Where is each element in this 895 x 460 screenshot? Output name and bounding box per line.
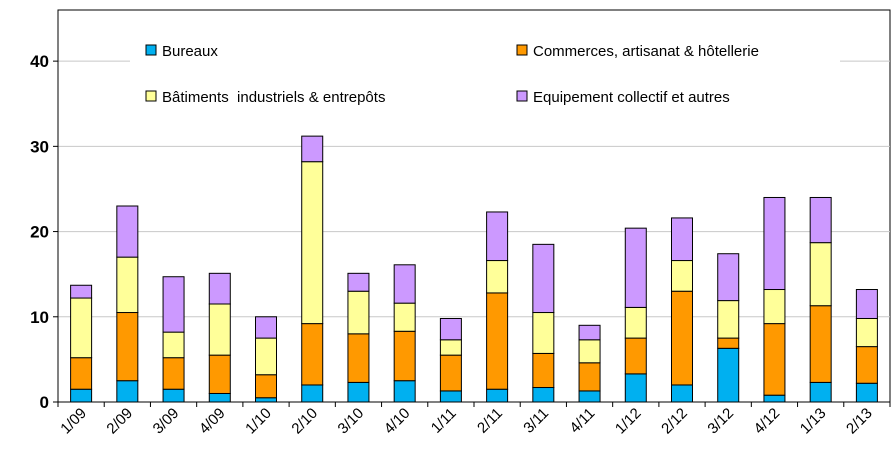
bar-segment-2-10-series-2 [301, 161, 324, 325]
bar-segment-4-12-series-0 [763, 394, 786, 403]
legend-item-bureaux: Bureaux [145, 43, 218, 60]
legend-background [130, 30, 840, 120]
bars [70, 135, 878, 403]
bar-segment-3-09-series-0 [162, 388, 185, 403]
bar-segment-1-12-series-3 [624, 227, 647, 308]
bar-segment-3-11-series-0 [532, 387, 555, 403]
bar-segment-2-10-series-3 [301, 135, 324, 163]
bar-segment-1-10-series-1 [255, 374, 277, 399]
bar-segment-2-12-series-0 [671, 384, 693, 403]
y-tick-label: 10 [30, 308, 49, 327]
bar-segment-2-12-series-2 [671, 260, 693, 292]
bar-segment-4-09-series-0 [208, 392, 231, 403]
legend-label-commerces: Commerces, artisanat & hôtellerie [533, 43, 759, 60]
bar-segment-1-13-series-0 [809, 381, 832, 403]
bar-segment-1-09-series-1 [70, 357, 93, 390]
y-tick-label: 40 [30, 52, 49, 71]
bar-segment-3-11-series-1 [532, 352, 555, 389]
bar-segment-2-11-series-1 [486, 292, 509, 390]
bar-segment-4-12-series-2 [763, 289, 786, 325]
bar-segment-2-11-series-3 [486, 211, 509, 262]
bar-segment-1-10-series-3 [255, 316, 277, 339]
bar-segment-2-10-series-1 [301, 323, 324, 386]
legend-item-batiments: Bâtiments industriels & entrepôts [145, 89, 385, 106]
bar-segment-1-12-series-1 [624, 337, 647, 375]
legend-label-batiments: Bâtiments industriels & entrepôts [162, 89, 385, 106]
bar-segment-2-13-series-0 [855, 382, 878, 403]
bar-segment-3-11-series-3 [532, 243, 555, 314]
legend-label-bureaux: Bureaux [162, 43, 218, 60]
bar-segment-3-10-series-0 [347, 381, 370, 403]
bar-segment-2-09-series-3 [116, 205, 139, 258]
bar-segment-4-11-series-1 [578, 362, 601, 392]
legend-item-commerces: Commerces, artisanat & hôtellerie [516, 43, 759, 60]
bar-segment-3-10-series-2 [347, 290, 370, 335]
bar-segment-3-10-series-1 [347, 333, 370, 383]
bar-segment-2-13-series-2 [855, 317, 878, 348]
bar-segment-1-11-series-2 [439, 339, 462, 356]
bar-segment-1-10-series-0 [255, 397, 277, 403]
bar-segment-2-11-series-0 [486, 388, 509, 403]
bar-segment-1-09-series-0 [70, 388, 93, 403]
legend-swatch-equipement [516, 90, 528, 102]
bar-segment-3-12-series-1 [717, 337, 740, 349]
bar-segment-3-12-series-0 [717, 347, 740, 403]
bar-segment-1-10-series-2 [255, 337, 277, 376]
bar-segment-3-09-series-3 [162, 276, 185, 333]
bar-segment-4-10-series-1 [393, 330, 416, 382]
bar-segment-1-09-series-2 [70, 297, 93, 359]
legend-swatch-commerces [516, 44, 528, 56]
bar-segment-1-12-series-2 [624, 306, 647, 339]
bar-segment-4-11-series-3 [578, 324, 601, 341]
bar-segment-3-12-series-3 [717, 253, 740, 302]
bar-segment-1-11-series-0 [439, 390, 462, 403]
bar-segment-4-10-series-0 [393, 380, 416, 403]
bar-segment-2-10-series-0 [301, 384, 324, 403]
bar-segment-1-09-series-3 [70, 284, 93, 299]
bar-segment-4-12-series-3 [763, 196, 786, 291]
bar-segment-2-12-series-3 [671, 217, 693, 262]
bar-segment-4-09-series-1 [208, 354, 231, 394]
bar-segment-2-12-series-1 [671, 290, 693, 386]
bar-segment-4-10-series-2 [393, 302, 416, 332]
bar-segment-2-11-series-2 [486, 260, 509, 294]
bar-segment-4-09-series-2 [208, 303, 231, 356]
bar-segment-2-13-series-1 [855, 346, 878, 384]
bar-segment-4-12-series-1 [763, 323, 786, 396]
bar-segment-2-09-series-1 [116, 312, 139, 382]
bar-segment-4-11-series-2 [578, 339, 601, 364]
y-tick-label: 0 [40, 393, 49, 412]
y-tick-label: 30 [30, 137, 49, 156]
bar-segment-4-09-series-3 [208, 272, 231, 305]
bar-segment-1-12-series-0 [624, 373, 647, 403]
legend: Bureaux Commerces, artisanat & hôtelleri… [130, 30, 840, 120]
bar-segment-1-11-series-3 [439, 317, 462, 341]
y-axis-ticks: 0 10 20 30 40 [30, 52, 58, 412]
bar-segment-2-09-series-2 [116, 256, 139, 314]
legend-swatch-bureaux [145, 44, 157, 56]
bar-segment-3-09-series-1 [162, 357, 185, 390]
bar-segment-3-09-series-2 [162, 331, 185, 359]
legend-swatch-batiments [145, 90, 157, 102]
bar-segment-3-12-series-2 [717, 300, 740, 339]
bar-segment-3-10-series-3 [347, 272, 370, 292]
bar-segment-1-13-series-1 [809, 305, 832, 383]
bar-segment-4-10-series-3 [393, 264, 416, 304]
legend-item-equipement: Equipement collectif et autres [516, 89, 730, 106]
bar-segment-2-09-series-0 [116, 380, 139, 403]
legend-label-equipement: Equipement collectif et autres [533, 89, 730, 106]
y-tick-label: 20 [30, 223, 49, 242]
bar-segment-3-11-series-2 [532, 312, 555, 354]
bar-segment-1-13-series-3 [809, 196, 832, 244]
bar-segment-1-11-series-1 [439, 354, 462, 392]
bar-segment-2-13-series-3 [855, 289, 878, 319]
bar-segment-4-11-series-0 [578, 390, 601, 403]
bar-segment-1-13-series-2 [809, 242, 832, 307]
